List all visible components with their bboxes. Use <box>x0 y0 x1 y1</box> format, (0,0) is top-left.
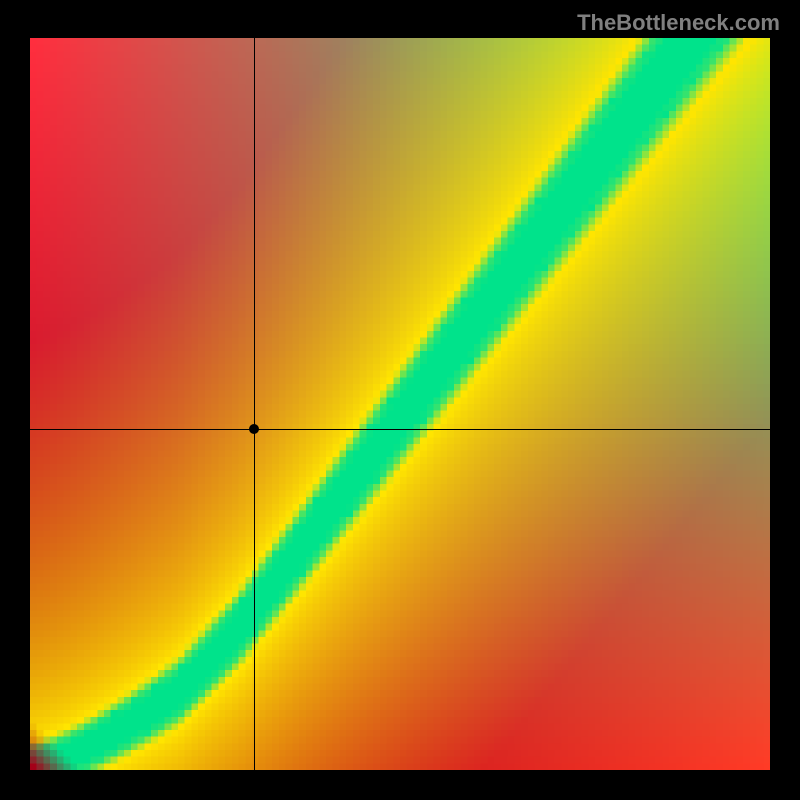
crosshair-horizontal <box>30 429 770 430</box>
heatmap-plot <box>30 38 770 770</box>
chart-container: TheBottleneck.com <box>0 0 800 800</box>
heatmap-canvas <box>30 38 770 770</box>
crosshair-vertical <box>254 38 255 770</box>
data-point-marker <box>249 424 259 434</box>
attribution-text: TheBottleneck.com <box>577 10 780 36</box>
